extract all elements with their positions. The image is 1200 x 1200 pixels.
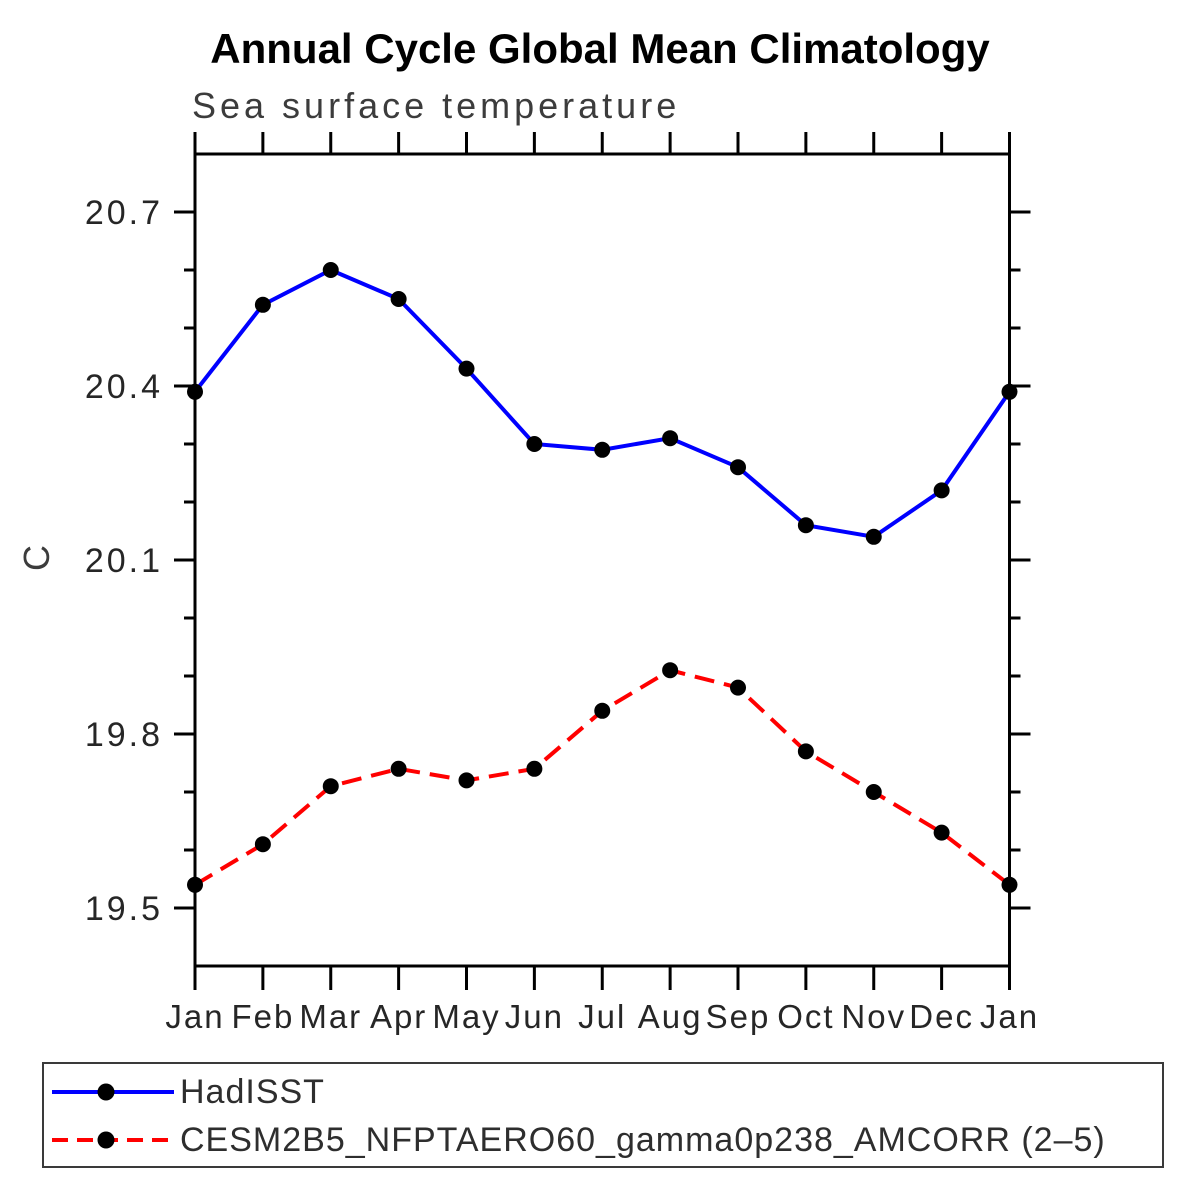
legend-sample-marker-icon xyxy=(97,1131,115,1149)
legend-sample-marker-icon xyxy=(97,1083,115,1101)
chart-subtitle: Sea surface temperature xyxy=(192,85,681,126)
x-tick-label: Apr xyxy=(370,998,427,1035)
data-point-s1-8 xyxy=(730,679,746,696)
x-tick-label: Jan xyxy=(165,998,224,1035)
series-line-1 xyxy=(193,668,1011,887)
data-point-s0-0 xyxy=(187,383,203,400)
data-point-s1-7 xyxy=(662,662,679,679)
data-point-s0-6 xyxy=(594,441,611,458)
data-point-s0-3 xyxy=(390,291,407,307)
data-point-s0-11 xyxy=(933,482,950,499)
data-point-s1-0 xyxy=(187,876,203,893)
data-point-s1-2 xyxy=(322,778,339,795)
data-point-s0-9 xyxy=(797,517,814,534)
data-point-s1-4 xyxy=(458,772,475,789)
x-tick-label: May xyxy=(432,998,500,1035)
y-tick-label: 20.7 xyxy=(85,194,163,232)
x-tick-label: Sep xyxy=(706,998,771,1035)
data-point-s1-3 xyxy=(390,760,407,777)
data-point-s1-10 xyxy=(865,784,882,800)
y-tick-label: 19.8 xyxy=(85,716,163,754)
y-tick-label: 20.1 xyxy=(85,542,163,580)
data-point-s0-10 xyxy=(865,528,882,545)
data-point-s1-11 xyxy=(933,824,950,841)
x-tick-label: Jul xyxy=(578,998,626,1035)
x-tick-label: Jan xyxy=(980,998,1039,1035)
data-point-s0-12 xyxy=(1001,383,1018,400)
x-tick-label: Dec xyxy=(909,998,974,1035)
x-tick-label: Feb xyxy=(231,998,294,1035)
data-point-s0-7 xyxy=(662,430,679,447)
legend-label-cesm: CESM2B5_NFPTAERO60_gamma0p238_AMCORR (2–… xyxy=(180,1121,1106,1159)
data-point-s0-5 xyxy=(526,436,543,452)
data-point-s1-1 xyxy=(254,836,271,853)
data-point-s0-1 xyxy=(254,296,271,313)
legend-sample-line-solid-icon xyxy=(52,1083,174,1101)
data-point-s1-12 xyxy=(1001,876,1018,893)
x-tick-label: Aug xyxy=(638,998,703,1035)
x-tick-label: Jun xyxy=(505,998,564,1035)
data-point-s1-9 xyxy=(797,743,814,760)
legend-row-hadisst: HadISST xyxy=(44,1068,1162,1116)
x-tick-label: Nov xyxy=(841,998,906,1035)
data-point-s0-8 xyxy=(730,459,746,476)
x-tick-label: Mar xyxy=(299,998,362,1035)
legend: HadISST CESM2B5_NFPTAERO60_gamma0p238_AM… xyxy=(42,1062,1164,1168)
legend-label-hadisst: HadISST xyxy=(180,1073,325,1111)
series-line-0 xyxy=(193,267,1012,539)
data-point-s1-6 xyxy=(594,702,611,719)
legend-row-cesm: CESM2B5_NFPTAERO60_gamma0p238_AMCORR (2–… xyxy=(44,1116,1162,1164)
y-tick-label: 19.5 xyxy=(85,890,163,928)
y-tick-label: 20.4 xyxy=(85,368,163,406)
legend-sample-line-dashed-icon xyxy=(52,1131,174,1149)
chart-title: Annual Cycle Global Mean Climatology xyxy=(210,25,990,72)
x-tick-label: Oct xyxy=(777,998,834,1035)
data-point-s0-4 xyxy=(458,360,475,377)
data-point-s1-5 xyxy=(526,760,543,777)
data-point-s0-2 xyxy=(322,262,339,278)
